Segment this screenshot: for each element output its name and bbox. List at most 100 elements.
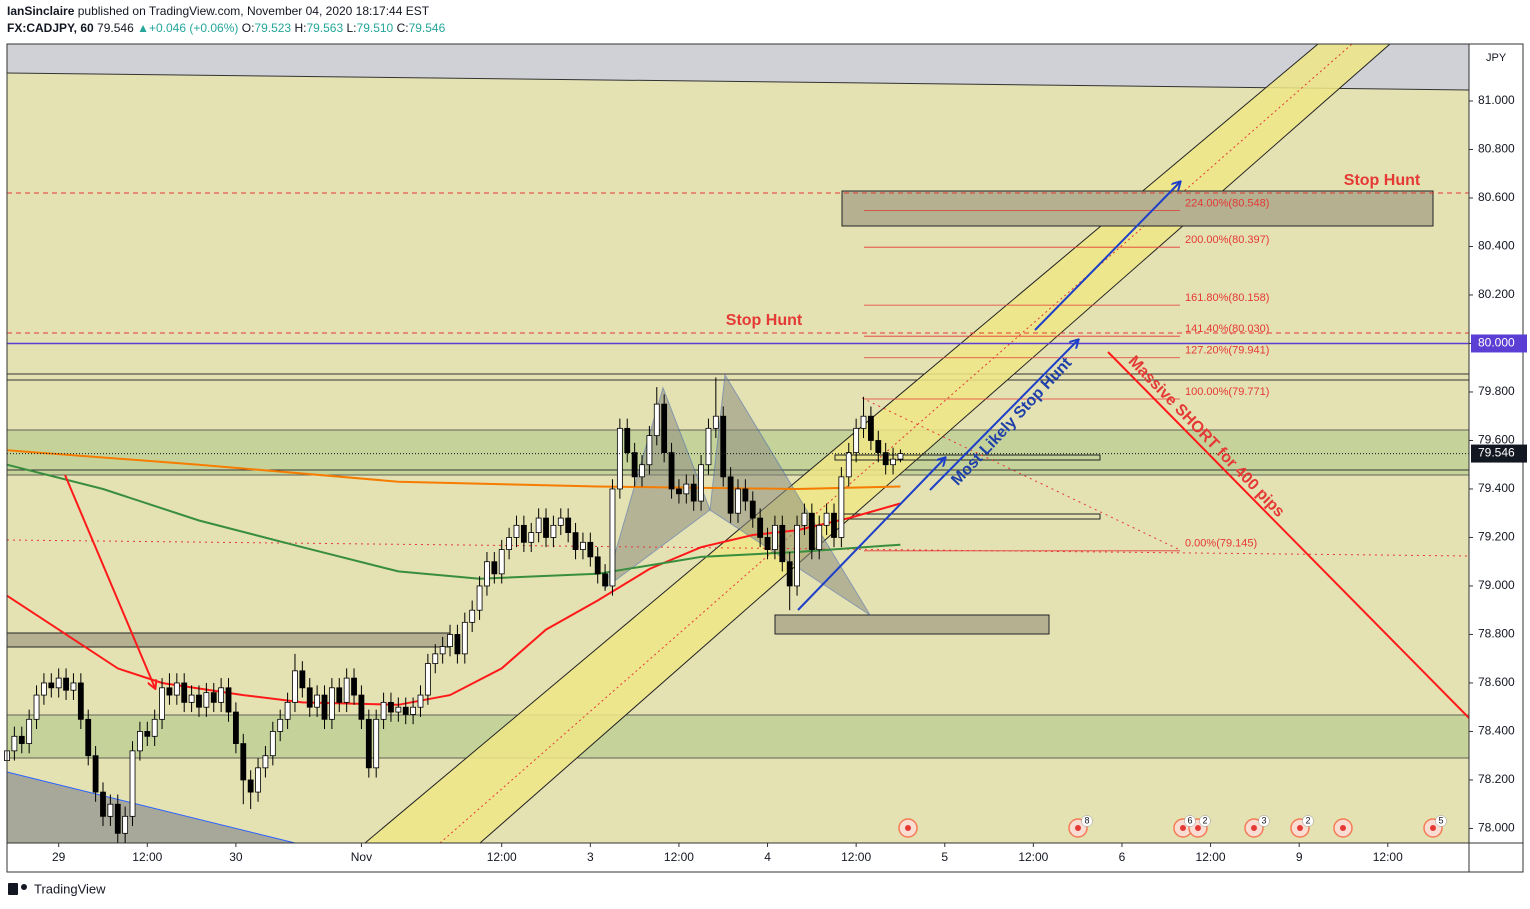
candle-body bbox=[897, 453, 904, 460]
logo bbox=[8, 883, 18, 895]
candle-body bbox=[720, 415, 727, 478]
y-tick-label: 78.600 bbox=[1478, 675, 1515, 689]
ohlc-value: 79.546 bbox=[409, 21, 446, 35]
candle-body bbox=[580, 541, 586, 550]
candle-body bbox=[432, 653, 439, 664]
fib-label: 200.00%(80.397) bbox=[1185, 234, 1269, 246]
y-tick-label: 78.800 bbox=[1478, 627, 1515, 641]
y-tick-label: 78.000 bbox=[1478, 821, 1515, 835]
fib-label: 127.20%(79.941) bbox=[1185, 345, 1269, 357]
box bbox=[834, 454, 1101, 461]
candle-body bbox=[26, 718, 33, 744]
price-tag bbox=[1471, 444, 1527, 463]
band-edge bbox=[6, 72, 1470, 91]
candle-body bbox=[882, 452, 889, 466]
candle-body bbox=[639, 464, 645, 478]
candle-body bbox=[757, 517, 764, 538]
y-tick-label: 80.600 bbox=[1478, 190, 1515, 204]
moving-average bbox=[6, 463, 901, 580]
y-tick-label: 81.000 bbox=[1478, 93, 1515, 107]
published: published on TradingView.com, November 0… bbox=[78, 4, 430, 18]
candle-body bbox=[299, 670, 306, 689]
candle-body bbox=[543, 517, 549, 538]
candle-body bbox=[262, 755, 269, 769]
candle-body bbox=[439, 646, 446, 655]
candle-body bbox=[661, 403, 668, 453]
candle-body bbox=[321, 694, 328, 720]
candle-body bbox=[380, 701, 387, 720]
candle-body bbox=[609, 488, 616, 587]
symbol: FX:CADJPY, 60 bbox=[7, 21, 94, 35]
candle-body bbox=[779, 524, 786, 563]
candle-body bbox=[823, 512, 830, 526]
x-tick-label: 12:00 bbox=[487, 850, 517, 864]
x-tick-label: 12:00 bbox=[132, 850, 162, 864]
candle-body bbox=[373, 718, 380, 769]
event-badge-label: 2 bbox=[1305, 815, 1310, 825]
candle-body bbox=[181, 682, 188, 703]
last: 79.546 bbox=[97, 21, 134, 35]
candle-body bbox=[18, 735, 25, 744]
candle-body bbox=[853, 427, 860, 453]
y-tick-label: 79.200 bbox=[1478, 530, 1515, 544]
arrow bbox=[797, 458, 945, 611]
x-tick-label: 12:00 bbox=[1373, 850, 1403, 864]
candle-body bbox=[255, 767, 261, 793]
candle-body bbox=[395, 706, 402, 713]
candle-body bbox=[166, 687, 173, 696]
y-tick-label: 78.200 bbox=[1478, 772, 1515, 786]
candle-body bbox=[351, 677, 357, 696]
candle-body bbox=[269, 731, 276, 757]
candle-body bbox=[107, 803, 114, 817]
candle-body bbox=[454, 634, 461, 655]
candle-body bbox=[712, 415, 719, 429]
fib-label: 100.00%(79.771) bbox=[1185, 386, 1269, 398]
short-line bbox=[1107, 351, 1470, 719]
candle-body bbox=[92, 755, 99, 793]
candle-body bbox=[602, 573, 608, 587]
candle-body bbox=[860, 415, 867, 429]
candle-body bbox=[203, 692, 210, 708]
candle-body bbox=[277, 718, 284, 732]
candle-body bbox=[232, 711, 239, 744]
candle-body bbox=[772, 524, 778, 550]
candle-body bbox=[100, 791, 106, 817]
x-tick-label: 4 bbox=[764, 850, 771, 864]
candle-body bbox=[513, 524, 520, 538]
candle-body bbox=[831, 512, 837, 538]
candle-body bbox=[735, 488, 741, 514]
candle-body bbox=[173, 682, 180, 696]
candle-body bbox=[845, 452, 852, 478]
candle-body bbox=[528, 532, 535, 543]
candle-body bbox=[557, 517, 564, 526]
candle-body bbox=[469, 609, 476, 623]
author: IanSinclaire bbox=[7, 4, 75, 18]
event-badge-label: 5 bbox=[1438, 815, 1443, 825]
axis-marks: 78.000 78.200 78.400 78.600 78.800 79.000 79.2… bbox=[52, 93, 1527, 864]
candle-body bbox=[616, 427, 623, 490]
candle-body bbox=[284, 701, 291, 720]
event-badge bbox=[1199, 815, 1211, 827]
event-dot bbox=[1075, 825, 1081, 831]
ohlc-value: 79.563 bbox=[306, 21, 343, 35]
candle-body bbox=[70, 682, 77, 691]
candle-body bbox=[314, 694, 321, 708]
y-tick-label: 79.000 bbox=[1478, 578, 1515, 592]
candle-body bbox=[336, 687, 343, 703]
candle-body bbox=[587, 541, 594, 558]
candle-body bbox=[698, 464, 704, 502]
candle-body bbox=[749, 500, 756, 519]
x-tick-label: 30 bbox=[229, 850, 243, 864]
x-tick-label: 6 bbox=[1119, 850, 1126, 864]
candle-body bbox=[572, 532, 579, 550]
ohlc-value: 79.523 bbox=[254, 21, 291, 35]
candle-body bbox=[786, 561, 793, 587]
candle-body bbox=[41, 682, 47, 696]
channel-mid bbox=[439, 43, 1353, 844]
candle-body bbox=[48, 682, 55, 689]
box bbox=[841, 190, 1434, 227]
event-badge bbox=[1184, 815, 1196, 827]
candle-body bbox=[498, 549, 505, 575]
header-line: IanSinclaire published on TradingView.co… bbox=[7, 4, 430, 18]
candle-body bbox=[358, 694, 365, 720]
